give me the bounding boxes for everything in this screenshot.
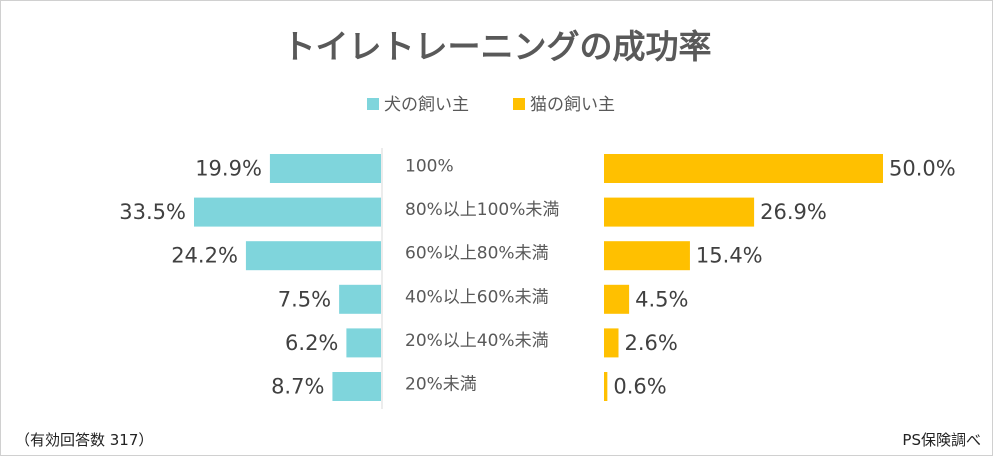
dog-value-label: 19.9% — [195, 157, 262, 181]
category-label: 60%以上80%未満 — [405, 244, 549, 264]
cat-bar — [604, 372, 608, 401]
category-label: 40%以上60%未満 — [405, 287, 549, 307]
dog-series: 19.9% 33.5% 24.2% 7.5% 6.2% 8.7% — [119, 154, 381, 401]
legend-swatch-cat — [513, 98, 525, 110]
dog-value-label: 24.2% — [171, 244, 238, 268]
cat-series: 50.0% 26.9% 15.4% 4.5% 2.6% 0.6% — [604, 154, 956, 401]
dog-value-label: 33.5% — [119, 200, 186, 224]
dog-value-label: 7.5% — [278, 287, 331, 311]
cat-bar — [604, 284, 630, 314]
cat-bar — [604, 328, 619, 358]
category-label: 20%未満 — [405, 375, 477, 395]
cat-value-label: 50.0% — [889, 157, 956, 181]
cat-value-label: 0.6% — [613, 375, 666, 399]
category-label: 20%以上40%未満 — [405, 331, 549, 351]
dog-bar — [346, 328, 381, 358]
category-labels: 100% 80%以上100%未満 60%以上80%未満 40%以上60%未満 20%以上… — [405, 157, 559, 395]
legend-label-cat: 猫の飼い主 — [530, 95, 615, 115]
cat-bar — [604, 154, 883, 183]
dog-value-label: 6.2% — [285, 331, 338, 355]
chart-title: トイレトレーニングの成功率 — [283, 27, 712, 66]
legend-label-dog: 犬の飼い主 — [384, 95, 469, 115]
dog-value-label: 8.7% — [271, 375, 324, 399]
cat-bar — [604, 197, 755, 227]
dog-bar — [332, 372, 381, 401]
legend: 犬の飼い主 猫の飼い主 — [367, 95, 615, 115]
dog-bar — [245, 241, 381, 271]
dog-bar — [269, 154, 381, 183]
cat-value-label: 15.4% — [696, 244, 763, 268]
category-label: 100% — [405, 157, 454, 177]
category-label: 80%以上100%未満 — [405, 200, 559, 220]
dog-bar — [194, 197, 381, 227]
cat-bar — [604, 241, 690, 271]
dog-bar — [339, 284, 381, 314]
source-note: PS保険調べ — [902, 431, 981, 449]
cat-value-label: 4.5% — [635, 287, 688, 311]
cat-value-label: 26.9% — [760, 200, 827, 224]
cat-value-label: 2.6% — [625, 331, 678, 355]
sample-size-note: （有効回答数 317） — [15, 431, 153, 449]
legend-swatch-dog — [367, 98, 379, 110]
